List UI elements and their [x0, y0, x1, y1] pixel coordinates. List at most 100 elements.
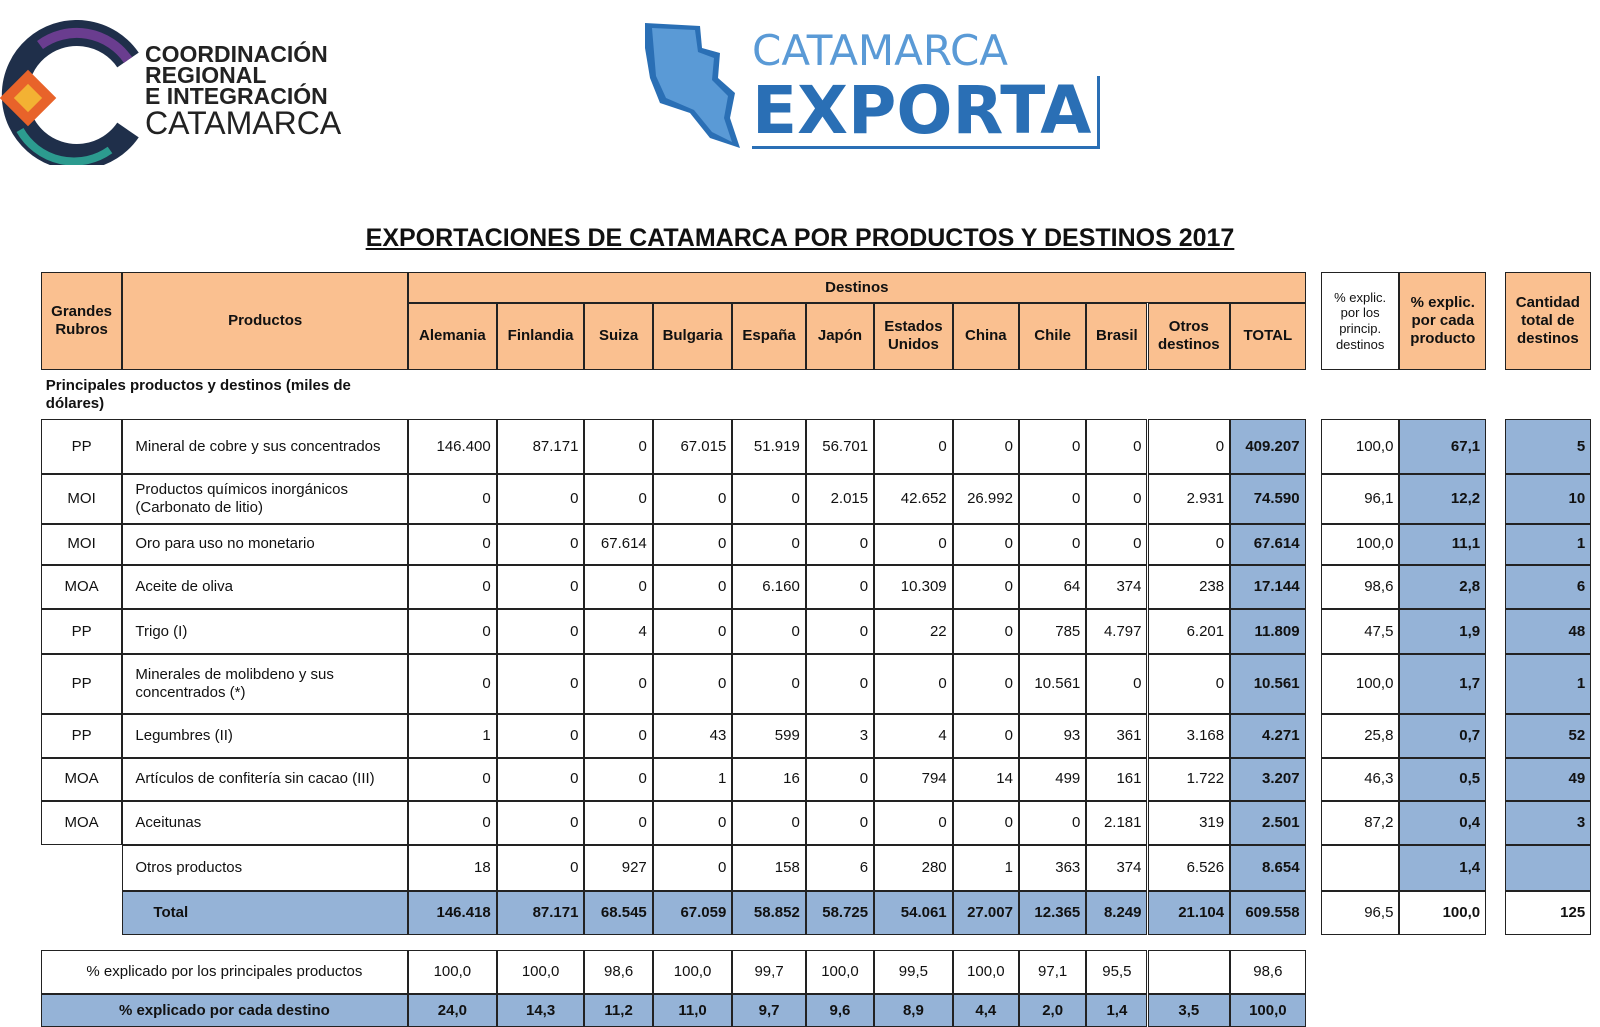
header-cell: Alemania [408, 302, 497, 370]
value-cell: 64 [1018, 564, 1087, 609]
value-cell: 6 [1504, 564, 1592, 609]
footer-cell: 2,0 [1018, 994, 1087, 1027]
value-cell [1320, 845, 1400, 892]
value-cell: 0 [584, 654, 653, 714]
footer-cell: 24,0 [408, 994, 497, 1027]
logo-left-mark [0, 20, 139, 165]
total-cell: 96,5 [1320, 891, 1400, 935]
value-cell: 1,4 [1399, 845, 1487, 892]
value-cell: 409.207 [1230, 419, 1306, 475]
page-title: EXPORTACIONES DE CATAMARCA POR PRODUCTOS… [365, 224, 1235, 252]
total-cell: 58.725 [805, 891, 875, 935]
value-cell: 280 [874, 845, 953, 892]
total-cell: 68.545 [584, 891, 653, 935]
total-cell: 21.104 [1147, 891, 1231, 935]
value-cell: 4 [874, 713, 953, 758]
rubro-cell: PP [40, 654, 123, 714]
value-cell: 0 [1147, 654, 1231, 714]
value-cell: 0 [805, 757, 875, 802]
product-cell: Legumbres (II) [122, 713, 408, 758]
value-cell: 4 [584, 609, 653, 655]
value-cell: 0 [652, 845, 733, 892]
value-cell: 0 [874, 654, 953, 714]
value-cell: 26.992 [952, 474, 1019, 524]
value-cell: 0 [584, 757, 653, 802]
header-cell: Bulgaria [652, 302, 733, 370]
footer-cell: 4,4 [952, 994, 1019, 1027]
value-cell: 11.809 [1230, 609, 1306, 655]
value-cell: 0 [1018, 801, 1087, 846]
value-cell: 0 [1086, 474, 1148, 524]
empty-cell [41, 845, 123, 891]
value-cell: 0 [408, 474, 497, 524]
value-cell: 0,5 [1399, 757, 1487, 802]
footer-cell: 9,7 [732, 994, 806, 1027]
value-cell: 0 [732, 609, 806, 655]
product-cell: Otros productos [122, 845, 408, 892]
value-cell: 0 [1018, 523, 1087, 565]
value-cell: 0 [952, 713, 1019, 758]
value-cell: 100,0 [1320, 523, 1400, 565]
total-cell: 58.852 [732, 891, 806, 935]
header-cell: Otros destinos [1147, 302, 1231, 370]
value-cell: 17.144 [1230, 564, 1306, 609]
value-cell: 100,0 [1320, 419, 1400, 475]
product-cell: Oro para uso no monetario [122, 523, 408, 565]
product-cell: Aceite de oliva [122, 564, 408, 609]
value-cell: 0 [496, 801, 585, 846]
header-cell: China [952, 302, 1019, 370]
value-cell: 1 [1504, 654, 1592, 714]
value-cell: 0 [496, 474, 585, 524]
value-cell: 3.168 [1147, 713, 1231, 758]
total-cell: 54.061 [874, 891, 953, 935]
value-cell: 87,2 [1320, 801, 1400, 846]
footer-cell [1147, 949, 1231, 995]
value-cell: 6.160 [732, 564, 806, 609]
header-cell: España [732, 302, 806, 370]
value-cell: 0 [496, 564, 585, 609]
value-cell: 56.701 [805, 419, 875, 475]
value-cell: 67.015 [652, 419, 733, 475]
value-cell: 2.501 [1230, 801, 1306, 846]
footer-cell: 11,2 [584, 994, 653, 1027]
value-cell: 0 [805, 523, 875, 565]
value-cell: 10.561 [1018, 654, 1087, 714]
value-cell: 3 [1504, 801, 1592, 846]
value-cell: 10 [1504, 474, 1592, 524]
value-cell: 0 [584, 713, 653, 758]
value-cell: 0 [805, 801, 875, 846]
value-cell: 238 [1147, 564, 1231, 609]
footer-cell: 3,5 [1147, 994, 1231, 1027]
footer-label: % explicado por los principales producto… [40, 949, 408, 995]
value-cell: 785 [1018, 609, 1087, 655]
value-cell: 0 [952, 564, 1019, 609]
value-cell: 0 [1147, 419, 1231, 475]
footer-cell: 100,0 [805, 949, 875, 995]
value-cell: 0 [732, 474, 806, 524]
value-cell: 0 [408, 801, 497, 846]
total-cell: 27.007 [952, 891, 1019, 935]
logo-line: EXPORTA [752, 76, 1101, 149]
value-cell: 0 [805, 609, 875, 655]
rubro-cell: PP [40, 609, 123, 655]
rubro-cell: PP [40, 419, 123, 475]
value-cell: 43 [652, 713, 733, 758]
logo-right-map [645, 23, 740, 148]
value-cell: 146.400 [408, 419, 497, 475]
value-cell: 0 [584, 419, 653, 475]
value-cell: 12,2 [1399, 474, 1487, 524]
value-cell: 374 [1086, 845, 1148, 892]
value-cell: 0 [584, 564, 653, 609]
product-cell: Productos químicos inorgánicos (Carbonat… [122, 474, 408, 524]
value-cell: 2.931 [1147, 474, 1231, 524]
value-cell: 1 [652, 757, 733, 802]
value-cell: 0 [496, 654, 585, 714]
value-cell: 361 [1086, 713, 1148, 758]
value-cell: 25,8 [1320, 713, 1400, 758]
value-cell: 0 [732, 801, 806, 846]
footer-cell: 100,0 [496, 949, 585, 995]
value-cell: 48 [1504, 609, 1592, 655]
total-label: Total [122, 891, 408, 935]
value-cell: 0 [408, 609, 497, 655]
